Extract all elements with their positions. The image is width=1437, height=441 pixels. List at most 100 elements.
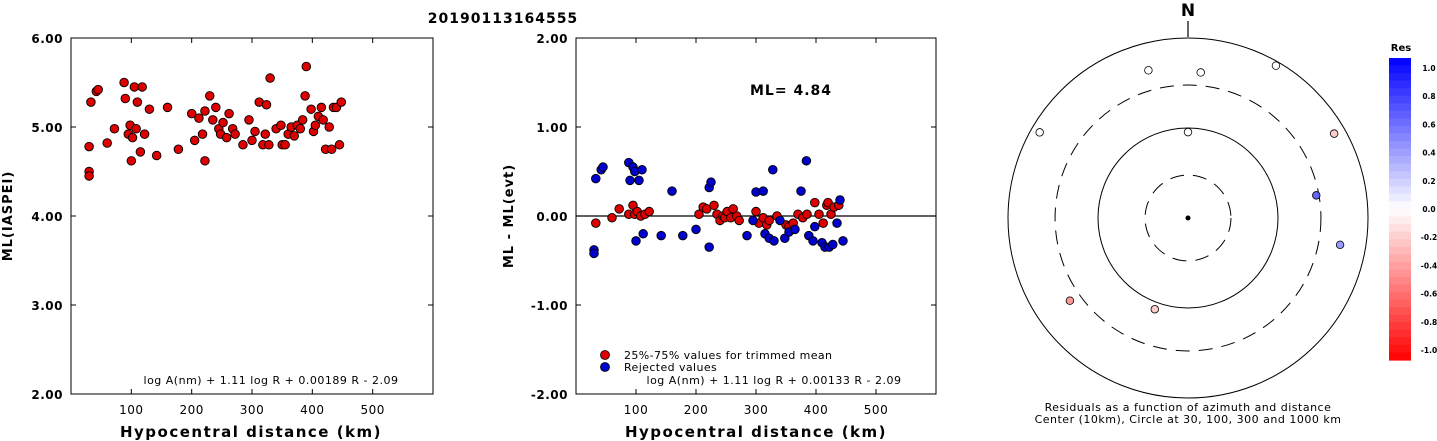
colorbar-cell [1389, 284, 1411, 293]
left-point [119, 77, 129, 88]
left-point [306, 104, 316, 114]
left-point [84, 141, 94, 152]
colorbar-cell [1389, 178, 1411, 187]
colorbar-cell [1389, 156, 1411, 165]
middle-point-trimmed [591, 218, 601, 228]
colorbar-cell [1389, 80, 1411, 89]
middle-point-rejected [638, 229, 648, 239]
middle-point-trimmed [734, 215, 744, 226]
middle-point-rejected [631, 236, 641, 246]
middle-point-rejected [832, 218, 842, 228]
middle-point-rejected [634, 175, 644, 186]
colorbar-cell [1389, 269, 1411, 278]
middle-point-rejected [598, 162, 608, 172]
middle-point-trimmed [751, 206, 761, 217]
colorbar-cell [1389, 118, 1411, 127]
colorbar-tick-label: -0.6 [1421, 290, 1437, 299]
middle-point-trimmed [614, 204, 624, 214]
colorbar-cell [1389, 209, 1411, 218]
colorbar-cell [1389, 344, 1411, 354]
left-x-tick-label: 500 [360, 403, 384, 417]
colorbar-cell [1389, 88, 1411, 97]
middle-point-rejected [704, 242, 714, 252]
left-point [230, 129, 240, 139]
middle-point-rejected [667, 186, 677, 196]
colorbar-cell [1389, 246, 1411, 255]
colorbar-cell [1389, 216, 1411, 225]
colorbar-cell [1389, 110, 1411, 119]
middle-point-rejected [591, 173, 601, 184]
middle-y-axis: -2.00 -1.00 0.00 1.00 2.00 [531, 32, 936, 402]
left-point [132, 97, 143, 107]
left-point [310, 120, 321, 130]
middle-x-tick-label: 300 [744, 403, 768, 417]
event-title: 20190113164555 [428, 11, 578, 27]
legend: 25%-75% values for trimmed mean Rejected… [600, 349, 832, 374]
left-x-tick-label: 400 [300, 403, 324, 417]
colorbar-cell [1389, 239, 1411, 248]
left-x-tick-label: 200 [179, 403, 203, 417]
left-point [211, 102, 221, 113]
colorbar-gradient [1389, 58, 1411, 361]
middle-point-rejected [637, 164, 647, 175]
left-point [244, 115, 254, 125]
left-formula: log A(nm) + 1.11 log R + 0.00189 R - 2.0… [144, 374, 399, 387]
left-point [200, 106, 210, 116]
colorbar-cell [1389, 163, 1411, 172]
left-point [247, 135, 257, 146]
residual-point [1183, 127, 1193, 137]
colorbar-tick-label: -1.0 [1421, 346, 1437, 355]
colorbar-tick-label: 1.0 [1422, 64, 1435, 73]
middle-point-rejected [656, 230, 666, 241]
residual-point [1196, 68, 1205, 77]
middle-point-rejected [796, 186, 806, 196]
left-point [316, 102, 327, 113]
left-point [324, 122, 334, 132]
legend-marker-rejected [600, 362, 610, 372]
residual-points [1035, 61, 1345, 314]
middle-point-rejected [589, 248, 599, 259]
left-point [276, 120, 286, 130]
colorbar-tick-labels: 1.0 0.8 0.6 0.4 0.2 0.0 -0.2 -0.4 -0.6 -0.8 -1.0 [1421, 64, 1437, 355]
middle-point-rejected [706, 177, 716, 187]
left-point [120, 93, 131, 104]
middle-x-tick-label: 400 [804, 403, 828, 417]
left-point [135, 147, 146, 157]
left-x-tick-label: 100 [119, 403, 143, 417]
left-point [162, 102, 173, 113]
left-point [295, 124, 306, 134]
middle-point-rejected [678, 230, 688, 241]
left-point [109, 124, 120, 134]
middle-point-trimmed [818, 218, 828, 228]
middle-point-rejected [810, 221, 820, 232]
left-point [218, 117, 228, 128]
colorbar-cell [1389, 261, 1411, 270]
left-point [301, 61, 312, 72]
colorbar-tick-label: 0.8 [1422, 92, 1435, 101]
left-x-axis: 100 200 300 400 500 [119, 38, 384, 417]
left-point [336, 97, 347, 107]
middle-point-trimmed [644, 206, 654, 217]
left-point [221, 132, 232, 143]
polar-caption-line1: Residuals as a function of azimuth and d… [1045, 401, 1332, 414]
polar-caption-line2: Center (10km), Circle at 30, 100, 300 an… [1035, 413, 1342, 426]
colorbar-tick-label: 0.0 [1422, 205, 1435, 214]
left-point [289, 131, 299, 141]
north-label: N [1181, 1, 1195, 21]
ring-300km [1054, 84, 1322, 352]
left-x-tick-label: 300 [240, 403, 264, 417]
left-point [84, 171, 94, 181]
middle-x-axis: 100 200 300 400 500 [624, 38, 888, 417]
middle-y-axis-label: ML - ML(evt) [502, 164, 517, 268]
colorbar-cell [1389, 329, 1411, 338]
left-point [144, 104, 155, 114]
left-point [265, 73, 275, 83]
left-y-tick-label: 3.00 [31, 299, 63, 313]
middle-point-trimmed [607, 213, 617, 223]
middle-point-rejected [775, 215, 785, 226]
middle-point-rejected [835, 195, 845, 205]
left-data-points [84, 61, 347, 181]
colorbar-cell [1389, 141, 1411, 150]
middle-panel: 100 200 300 400 500 -2.00 -1.00 0.00 1.00 2.00 M… [502, 32, 937, 441]
